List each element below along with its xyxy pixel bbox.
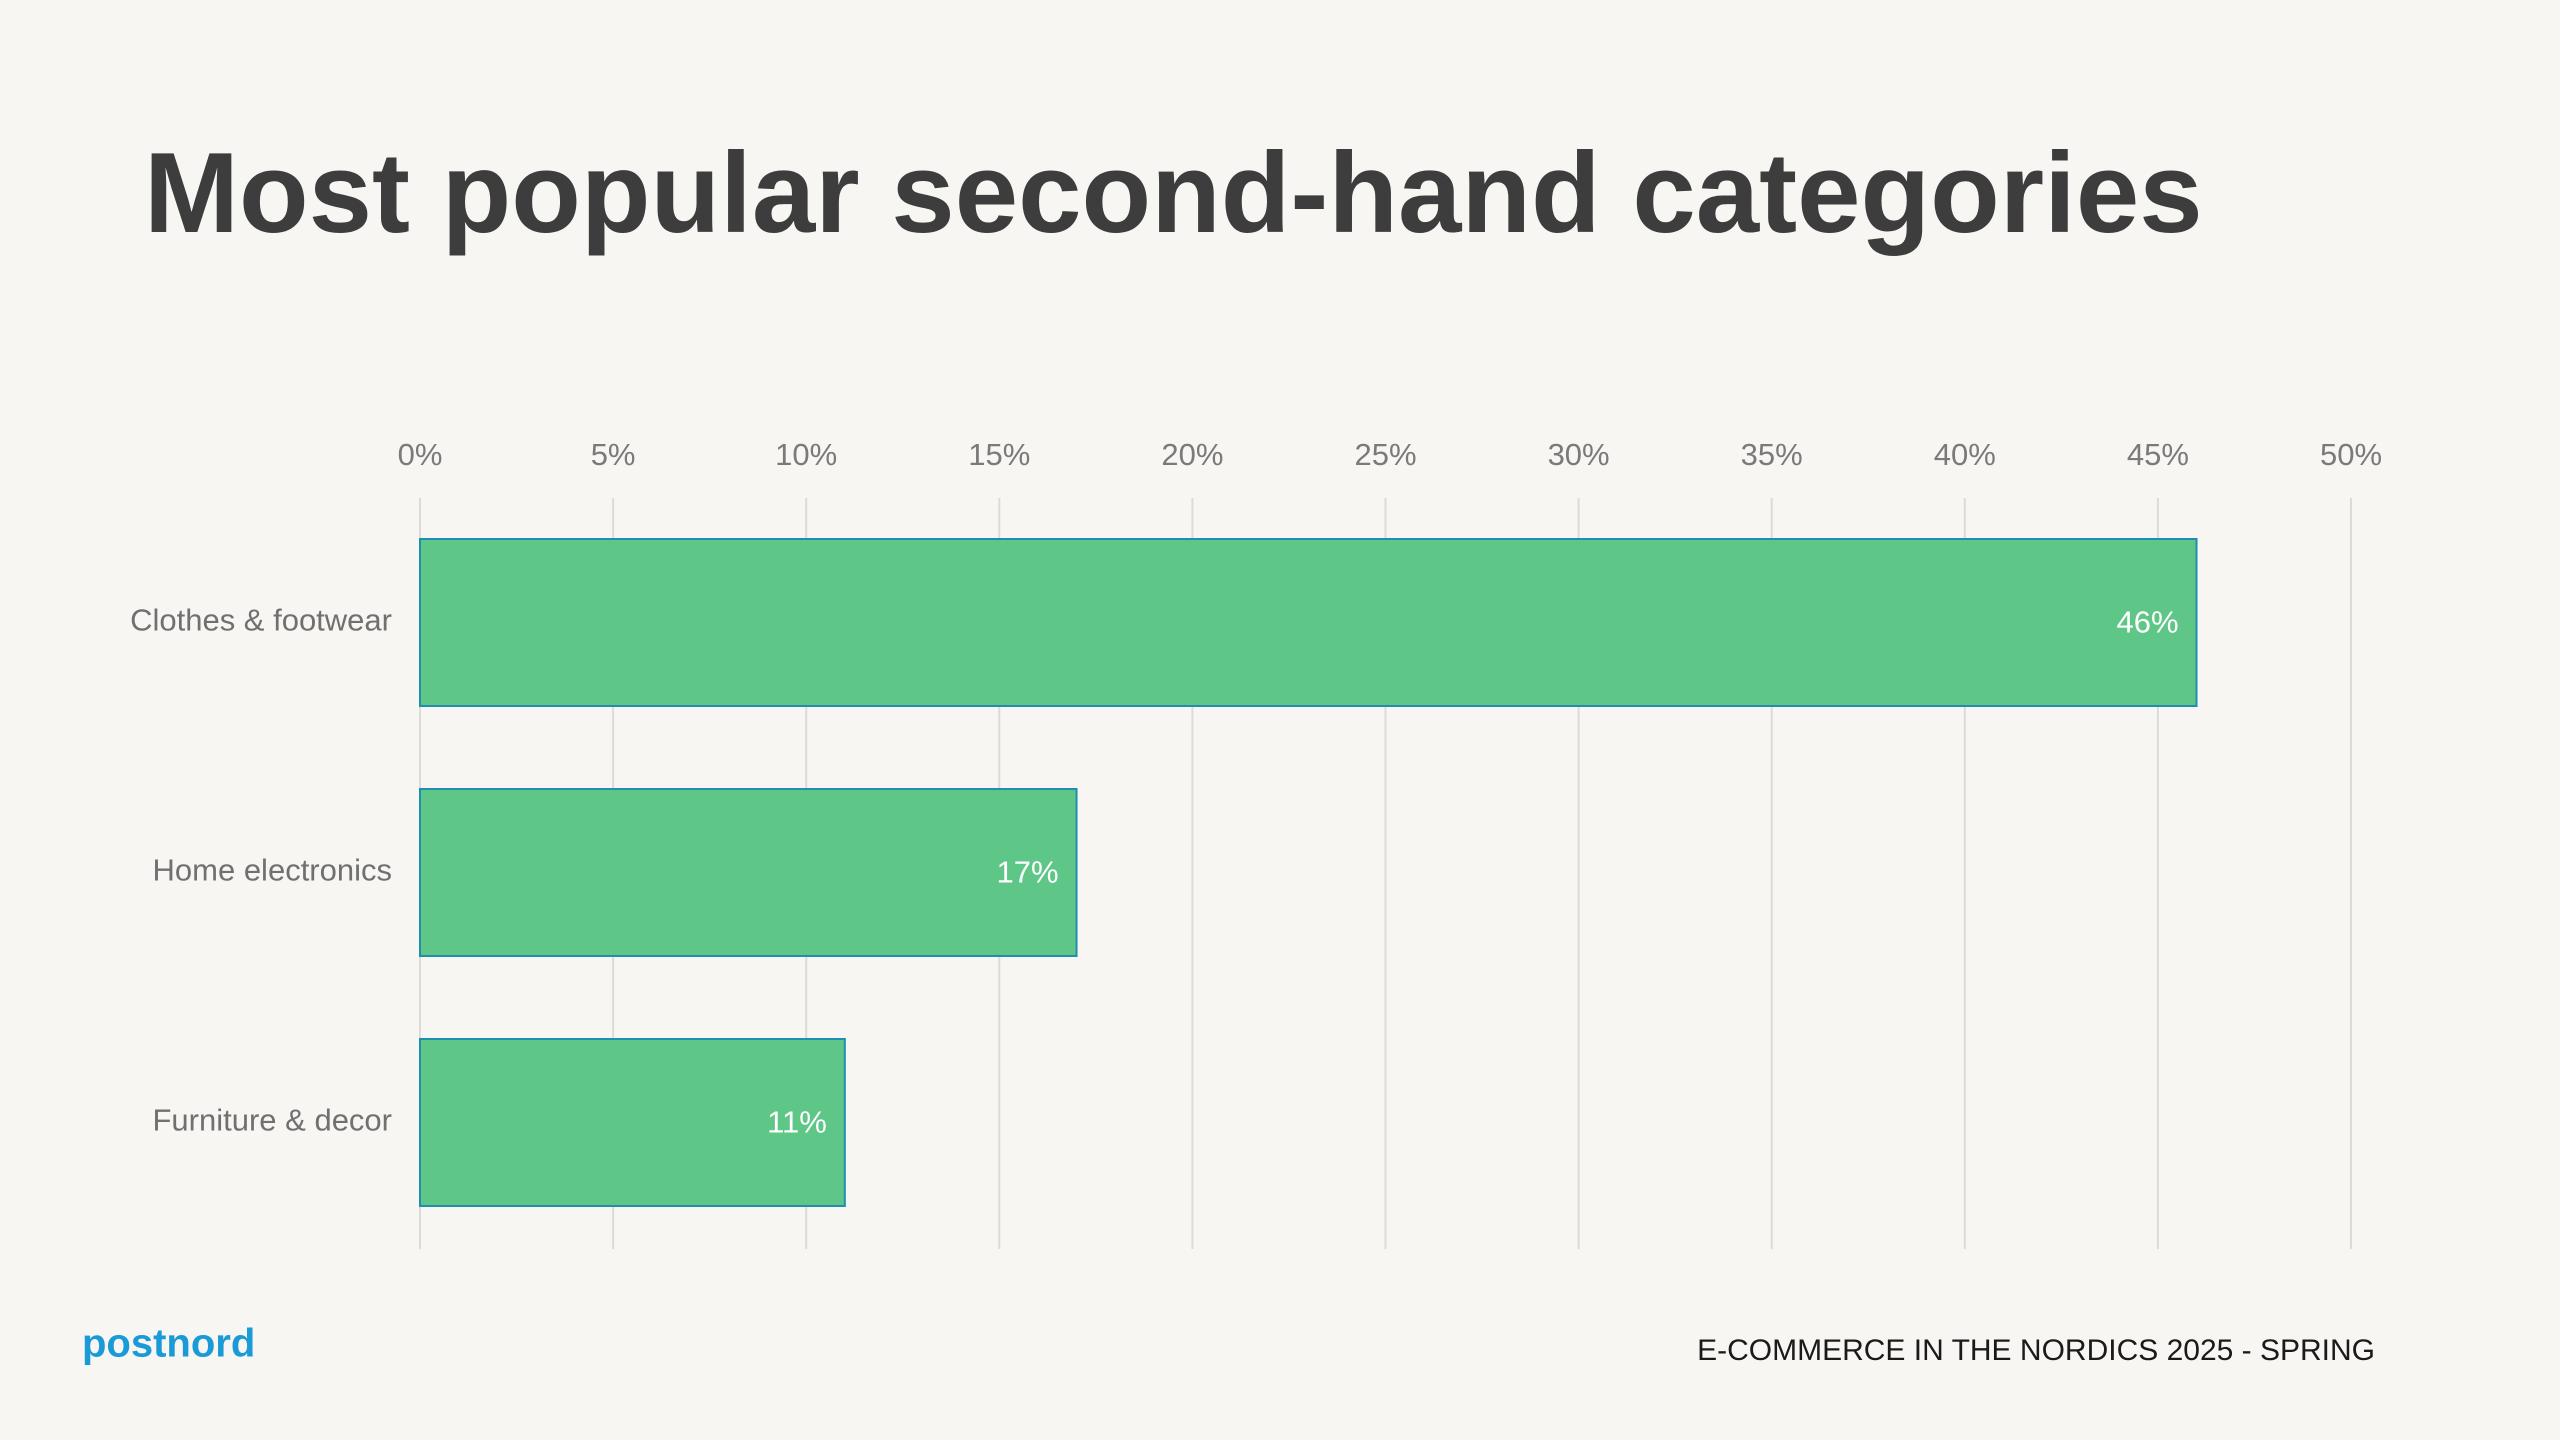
x-tick-label: 5% xyxy=(591,437,636,472)
x-tick-label: 35% xyxy=(1741,437,1803,472)
footer: E-COMMERCE IN THE NORDICS 2025 - SPRING xyxy=(1697,1334,2375,1367)
bar xyxy=(419,1038,846,1207)
chart-title: Most popular second-hand categories xyxy=(144,130,2203,257)
x-tick-label: 10% xyxy=(775,437,837,472)
x-tick-label: 25% xyxy=(1354,437,1416,472)
bar xyxy=(419,788,1078,957)
category-label: Furniture & decor xyxy=(153,1103,393,1138)
x-tick-label: 45% xyxy=(2127,437,2189,472)
bar xyxy=(419,538,2198,707)
value-label: 17% xyxy=(996,855,1058,890)
x-tick-label: 40% xyxy=(1934,437,1996,472)
x-tick-label: 15% xyxy=(968,437,1030,472)
x-tick-label: 30% xyxy=(1548,437,1610,472)
value-label: 46% xyxy=(2116,605,2178,640)
plot: 0% 5% 10% 15% 20% 25% 30% 35% 40% 45% 50% Clothes &… xyxy=(130,437,2382,1249)
x-tick-label: 50% xyxy=(2320,437,2382,472)
x-tick-label: 0% xyxy=(398,437,443,472)
brand-logo: postnord xyxy=(82,1322,255,1366)
category-label: Clothes & footwear xyxy=(130,603,392,638)
value-label: 11% xyxy=(767,1105,827,1140)
category-label: Home electronics xyxy=(153,853,392,888)
x-tick-label: 20% xyxy=(1161,437,1223,472)
